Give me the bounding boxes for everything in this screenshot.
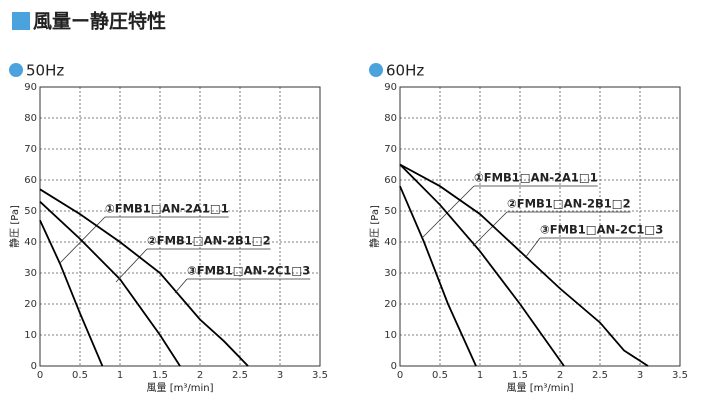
- title-marker: [12, 12, 30, 30]
- subtitle-marker: [369, 63, 383, 77]
- y-tick-label: 80: [384, 113, 397, 124]
- x-tick-label: 3: [277, 370, 283, 381]
- y-tick-label: 60: [24, 175, 37, 186]
- x-tick-label: 3: [637, 370, 643, 381]
- y-tick-label: 30: [384, 268, 397, 279]
- x-tick-label: 1: [117, 370, 123, 381]
- y-tick-label: 70: [384, 144, 397, 155]
- y-tick-label: 90: [384, 82, 397, 93]
- x-tick-label: 1: [477, 370, 483, 381]
- x-tick-label: 1.5: [152, 370, 168, 381]
- x-axis-label: 風量 [m³/min]: [507, 382, 574, 394]
- series-label: ②FMB1□AN-2B1□2: [507, 197, 631, 211]
- y-axis-label: 静圧 [Pa]: [8, 205, 21, 248]
- series-line: [39, 201, 181, 367]
- y-tick-label: 90: [24, 82, 37, 93]
- series-label: ①FMB1□AN-2A1□1: [474, 171, 598, 185]
- y-tick-label: 20: [384, 299, 397, 310]
- series-line: [399, 185, 477, 367]
- series-line: [39, 219, 104, 367]
- y-tick-label: 50: [384, 206, 397, 217]
- x-tick-label: 0: [37, 370, 43, 381]
- y-tick-label: 0: [391, 361, 397, 372]
- y-tick-label: 0: [31, 361, 37, 372]
- y-tick-label: 80: [24, 113, 37, 124]
- plot-frame: [399, 86, 681, 367]
- series-label: ③FMB1□AN-2C1□3: [187, 264, 310, 278]
- x-tick-label: 0: [397, 370, 403, 381]
- y-tick-label: 10: [384, 330, 397, 341]
- x-tick-label: 2: [197, 370, 203, 381]
- series-label: ②FMB1□AN-2B1□2: [147, 234, 271, 248]
- x-tick-label: 3.5: [672, 370, 688, 381]
- x-axis-label: 風量 [m³/min]: [147, 382, 214, 394]
- label-leader: [115, 248, 148, 283]
- y-axis-label: 静圧 [Pa]: [368, 205, 381, 248]
- x-tick-label: 3.5: [312, 370, 328, 381]
- page-title: 風量ー静圧特性: [33, 10, 166, 33]
- x-tick-label: 1.5: [512, 370, 528, 381]
- y-tick-label: 70: [24, 144, 37, 155]
- chart-subtitle: 50Hz: [26, 62, 64, 80]
- y-tick-label: 40: [24, 237, 37, 248]
- series-label: ③FMB1□AN-2C1□3: [540, 223, 663, 237]
- x-tick-label: 2.5: [232, 370, 248, 381]
- label-leader: [421, 185, 475, 239]
- y-tick-label: 40: [384, 237, 397, 248]
- series-line: [39, 188, 249, 367]
- y-tick-label: 30: [24, 268, 37, 279]
- x-tick-label: 2.5: [592, 370, 608, 381]
- y-tick-label: 50: [24, 206, 37, 217]
- y-tick-label: 10: [24, 330, 37, 341]
- series-line: [399, 163, 565, 367]
- series-label: ①FMB1□AN-2A1□1: [105, 202, 229, 216]
- x-tick-label: 0.5: [72, 370, 88, 381]
- plot-frame: [39, 86, 321, 367]
- x-tick-label: 2: [557, 370, 563, 381]
- y-tick-label: 60: [384, 175, 397, 186]
- chart-subtitle: 60Hz: [386, 62, 424, 80]
- label-leader: [472, 211, 508, 247]
- label-leader: [174, 278, 188, 294]
- x-tick-label: 0.5: [432, 370, 448, 381]
- subtitle-marker: [9, 63, 23, 77]
- series-line: [399, 163, 649, 367]
- label-leader: [59, 216, 106, 264]
- y-tick-label: 20: [24, 299, 37, 310]
- label-leader: [524, 237, 541, 259]
